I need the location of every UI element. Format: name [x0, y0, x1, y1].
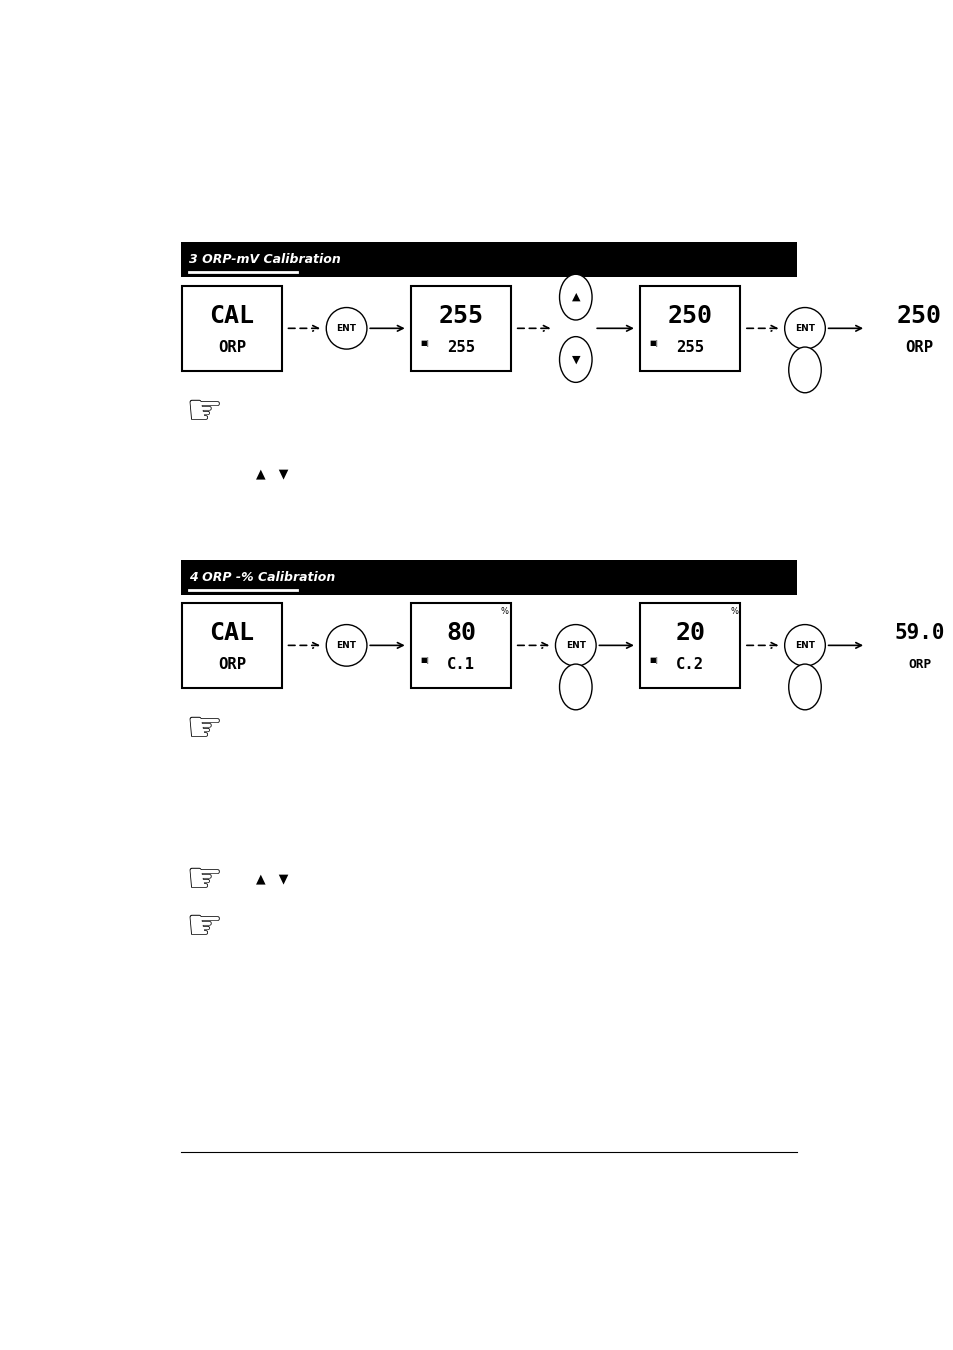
Circle shape	[559, 664, 592, 710]
Text: ORP: ORP	[907, 657, 930, 671]
Text: 250: 250	[896, 304, 942, 328]
Circle shape	[788, 664, 821, 710]
Text: ORP: ORP	[904, 340, 933, 355]
Text: ENT: ENT	[336, 641, 356, 649]
Ellipse shape	[783, 625, 824, 666]
Text: 250: 250	[667, 304, 712, 328]
Text: ■|: ■|	[649, 657, 658, 664]
Text: ☞: ☞	[186, 390, 223, 432]
Text: ENT: ENT	[794, 641, 814, 649]
Text: 3 ORP-mV Calibration: 3 ORP-mV Calibration	[190, 254, 341, 266]
Text: 80: 80	[446, 621, 476, 644]
Text: 255: 255	[438, 304, 483, 328]
Ellipse shape	[326, 625, 367, 666]
Text: ■|: ■|	[419, 340, 429, 347]
Text: ■|: ■|	[649, 340, 658, 347]
FancyBboxPatch shape	[869, 602, 953, 688]
Text: 59.0: 59.0	[893, 622, 943, 643]
Text: ORP: ORP	[217, 656, 246, 671]
Text: ▲: ▲	[571, 292, 579, 302]
FancyBboxPatch shape	[182, 602, 282, 688]
Text: ■|: ■|	[419, 657, 429, 664]
Text: CAL: CAL	[210, 621, 254, 644]
FancyBboxPatch shape	[869, 286, 953, 371]
Text: ▼: ▼	[571, 355, 579, 364]
Text: 4 ORP -% Calibration: 4 ORP -% Calibration	[190, 571, 335, 585]
FancyBboxPatch shape	[182, 286, 282, 371]
Text: ▲   ▼: ▲ ▼	[255, 872, 288, 886]
Text: ☞: ☞	[186, 859, 223, 900]
Text: ENT: ENT	[794, 324, 814, 333]
Text: 20: 20	[675, 621, 704, 644]
Ellipse shape	[555, 625, 596, 666]
FancyBboxPatch shape	[639, 286, 740, 371]
Text: 255: 255	[447, 340, 475, 355]
FancyBboxPatch shape	[180, 242, 797, 277]
Circle shape	[559, 336, 592, 382]
Text: ▲   ▼: ▲ ▼	[255, 467, 288, 481]
Text: C.2: C.2	[676, 656, 703, 671]
Ellipse shape	[326, 308, 367, 350]
Text: ☞: ☞	[186, 707, 223, 749]
Circle shape	[788, 347, 821, 393]
Text: 255: 255	[676, 340, 703, 355]
Text: ENT: ENT	[336, 324, 356, 333]
Text: ☞: ☞	[186, 904, 223, 948]
FancyBboxPatch shape	[411, 602, 511, 688]
Text: %: %	[500, 608, 508, 616]
Text: %: %	[729, 608, 738, 616]
FancyBboxPatch shape	[180, 560, 797, 595]
FancyBboxPatch shape	[639, 602, 740, 688]
Text: CAL: CAL	[210, 304, 254, 328]
Circle shape	[559, 274, 592, 320]
Ellipse shape	[783, 308, 824, 350]
FancyBboxPatch shape	[411, 286, 511, 371]
Text: ENT: ENT	[565, 641, 585, 649]
Text: C.1: C.1	[447, 656, 475, 671]
Text: ORP: ORP	[217, 340, 246, 355]
